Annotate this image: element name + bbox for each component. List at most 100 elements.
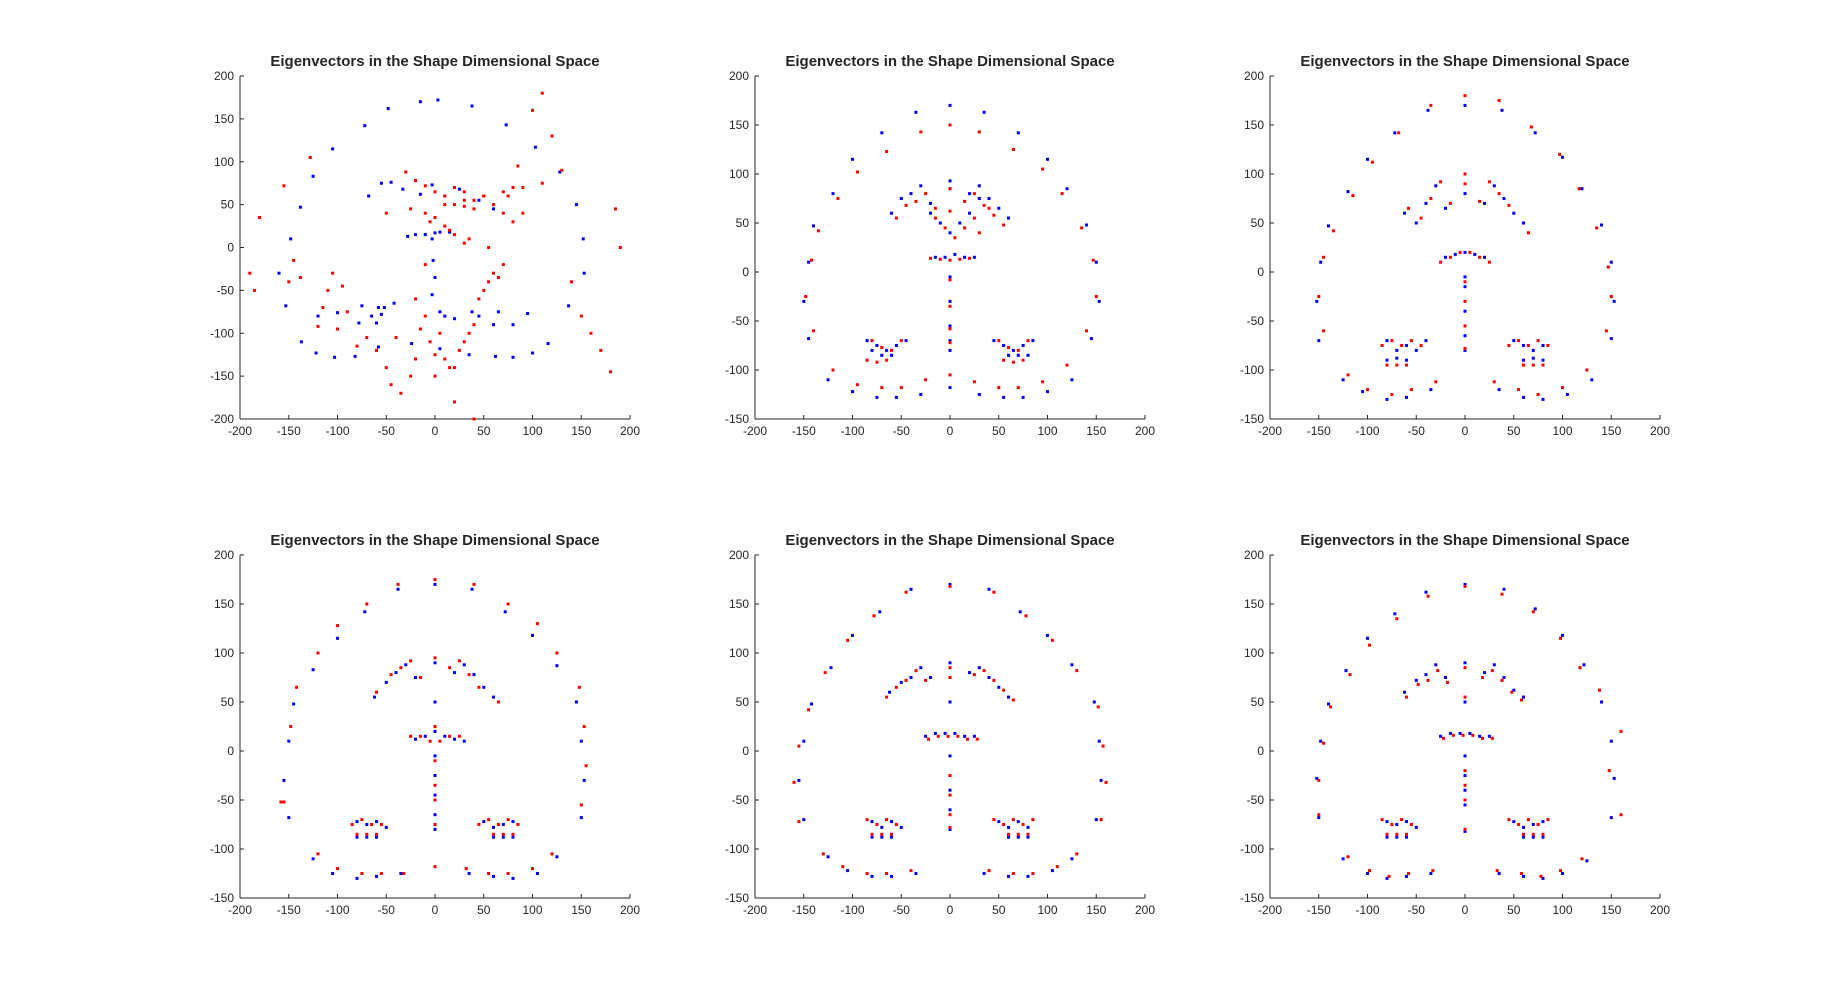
data-point: [365, 823, 369, 826]
data-point: [448, 230, 452, 234]
data-point: [1609, 295, 1613, 298]
series-1-points: [1315, 103, 1616, 401]
data-point: [948, 700, 952, 704]
data-point: [1007, 353, 1010, 357]
data-point: [1096, 705, 1100, 709]
data-point: [1522, 874, 1525, 878]
data-point: [963, 255, 967, 259]
data-point: [282, 778, 286, 782]
x-tick-label: 200: [1135, 424, 1155, 438]
data-point: [448, 666, 452, 670]
data-point: [1468, 731, 1472, 735]
data-point: [872, 614, 876, 618]
data-point: [797, 744, 801, 748]
data-point: [316, 651, 320, 655]
data-point: [599, 348, 603, 352]
data-point: [550, 134, 554, 138]
data-point: [810, 702, 813, 706]
data-point: [792, 780, 796, 784]
y-tick-label: -150: [1240, 891, 1264, 905]
data-point: [526, 312, 530, 315]
data-point: [1026, 353, 1030, 357]
data-point: [555, 664, 559, 668]
data-point: [516, 164, 520, 168]
y-tick-label: 0: [227, 241, 234, 255]
data-point: [345, 310, 349, 314]
data-point: [953, 731, 957, 735]
data-point: [1463, 334, 1467, 338]
data-point: [1526, 231, 1530, 235]
data-point: [314, 351, 318, 355]
data-point: [365, 336, 369, 339]
data-point: [1021, 395, 1025, 399]
data-point: [1414, 221, 1418, 225]
series-2-points: [1317, 94, 1613, 396]
data-point: [914, 110, 918, 114]
data-point: [807, 708, 811, 712]
data-point: [890, 211, 893, 215]
data-point: [340, 284, 344, 288]
data-point: [948, 324, 952, 328]
data-point: [384, 366, 388, 370]
data-point: [831, 192, 835, 196]
data-point: [292, 258, 296, 262]
data-point: [1546, 344, 1550, 347]
y-tick-label: 100: [1244, 167, 1264, 181]
data-point: [546, 342, 550, 345]
data-point: [933, 206, 937, 210]
y-tick-label: 150: [729, 597, 749, 611]
data-point: [948, 299, 952, 303]
data-point: [406, 234, 410, 238]
data-point: [1007, 825, 1010, 829]
data-point: [933, 731, 937, 735]
data-point: [1541, 397, 1545, 401]
data-point: [894, 685, 898, 689]
data-point: [1558, 152, 1562, 156]
data-point: [457, 659, 461, 663]
data-point: [1531, 832, 1535, 836]
data-point: [289, 725, 293, 728]
data-point: [880, 832, 884, 836]
data-point: [841, 865, 845, 869]
data-point: [477, 685, 481, 689]
data-point: [521, 186, 525, 189]
data-point: [1463, 348, 1467, 352]
data-point: [1531, 835, 1535, 839]
data-point: [1405, 695, 1408, 699]
data-point: [1424, 201, 1428, 205]
data-point: [404, 663, 408, 667]
x-tick-label: 0: [1462, 903, 1469, 917]
y-tick-label: 150: [214, 597, 234, 611]
data-point: [1021, 823, 1025, 826]
data-point: [336, 636, 339, 640]
data-point: [418, 734, 422, 738]
data-point: [972, 734, 976, 738]
data-point: [336, 867, 339, 871]
x-tick-label: 0: [1462, 424, 1469, 438]
data-point: [1431, 869, 1435, 873]
data-point: [958, 257, 962, 261]
data-point: [1444, 676, 1447, 679]
data-point: [298, 276, 302, 279]
data-point: [1395, 617, 1399, 621]
y-tick-label: 100: [1244, 646, 1264, 660]
data-point: [948, 788, 952, 792]
data-point: [1026, 339, 1030, 343]
data-point: [1606, 265, 1610, 269]
data-point: [453, 203, 456, 207]
data-point: [1414, 348, 1418, 352]
data-point: [865, 339, 869, 343]
data-point: [355, 820, 359, 824]
data-point: [453, 233, 456, 237]
data-point: [1463, 172, 1467, 176]
data-point: [797, 778, 801, 782]
data-point: [1366, 157, 1369, 161]
data-point: [375, 348, 378, 352]
x-tick-label: -100: [840, 903, 864, 917]
data-point: [436, 98, 440, 102]
data-point: [511, 186, 515, 189]
y-tick-label: -50: [732, 793, 750, 807]
data-point: [1492, 380, 1496, 384]
data-point: [1414, 825, 1418, 829]
data-point: [1578, 666, 1582, 670]
